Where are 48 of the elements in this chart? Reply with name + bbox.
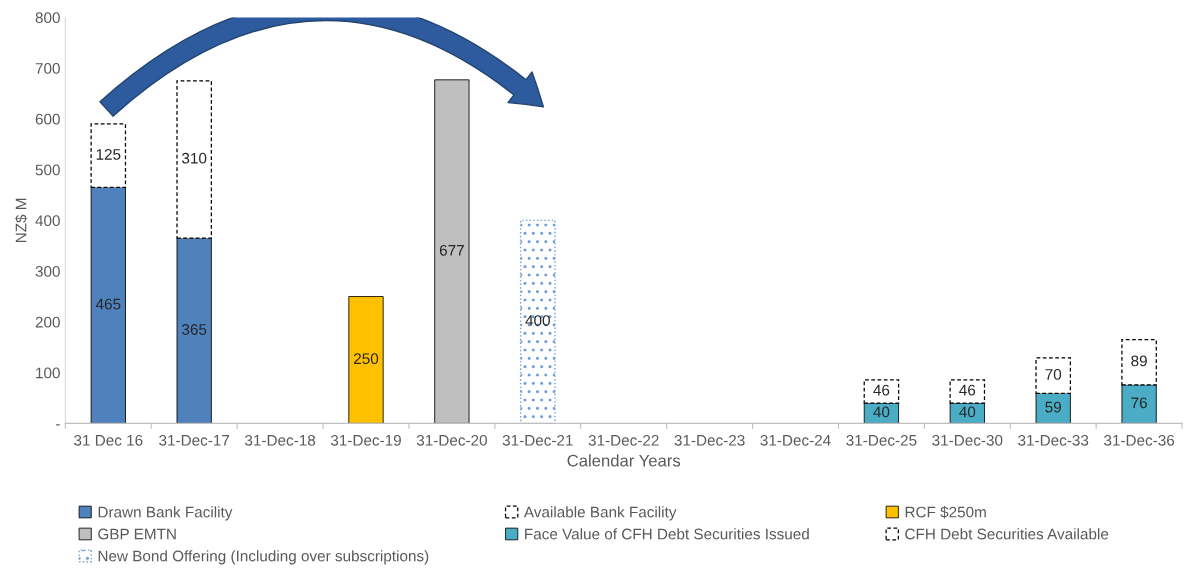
data-label: 46: [959, 384, 976, 396]
x-tick-label: 31-Dec-20: [416, 434, 487, 446]
y-tick-label: 800: [35, 12, 60, 24]
legend-label: Face Value of CFH Debt Securities Issued: [525, 528, 809, 540]
x-tick-label: 31-Dec-22: [588, 434, 659, 446]
bar: [519, 219, 556, 424]
data-label: 40: [959, 406, 976, 418]
legend-label: Available Bank Facility: [523, 506, 677, 521]
y-tick-label: 700: [35, 63, 60, 74]
legend-label: RCF $250m: [905, 506, 986, 519]
data-label: 40: [873, 406, 890, 418]
x-tick-label: 31-Dec-24: [760, 434, 831, 446]
data-label: 89: [1131, 355, 1147, 367]
data-label: 70: [1045, 368, 1062, 380]
data-label: 76: [1131, 397, 1147, 409]
bar: [348, 296, 384, 424]
x-tick-label: 31-Dec-18: [245, 434, 316, 446]
data-label: 465: [95, 298, 121, 310]
x-tick-label: 31-Dec-25: [846, 434, 917, 446]
y-tick-label: 500: [35, 164, 60, 176]
x-tick-label: 31-Dec-36: [1104, 434, 1175, 446]
data-label: 677: [439, 244, 464, 256]
x-tick-label: 31-Dec-19: [330, 434, 401, 446]
x-tick-label: 31-Dec-23: [674, 434, 745, 446]
y-axis-title: NZ$ M: [14, 198, 28, 243]
data-label: 46: [873, 384, 890, 396]
data-label: 310: [182, 152, 207, 164]
legend-label: New Bond Offering (Including over subscriptions): [98, 550, 429, 565]
legend-label: CFH Debt Securities Available: [905, 528, 1109, 540]
x-tick-label: 31-Dec-21: [502, 434, 573, 446]
y-tick-label: 100: [36, 367, 60, 379]
y-tick-label: 600: [35, 113, 60, 125]
x-tick-label: 31-Dec-17: [159, 434, 230, 446]
data-label: 365: [182, 324, 207, 335]
y-tick-label: 400: [35, 215, 60, 227]
x-tick-label: 31-Dec-30: [932, 434, 1003, 446]
legend-label: GBP EMTN: [98, 528, 176, 540]
y-tick-label: 200: [35, 316, 60, 328]
x-tick-label: 31-Dec-33: [1018, 434, 1089, 446]
data-label: 59: [1045, 401, 1061, 413]
y-tick-label: 300: [35, 266, 60, 277]
y-tick-label: -: [56, 424, 60, 426]
data-label: 400: [525, 315, 550, 326]
legend-label: Drawn Bank Facility: [98, 506, 233, 521]
x-tick-label: 31 Dec 16: [74, 434, 143, 446]
data-label: 250: [354, 353, 379, 365]
x-axis-title: Calendar Years: [567, 454, 681, 467]
data-label: 125: [96, 148, 121, 160]
